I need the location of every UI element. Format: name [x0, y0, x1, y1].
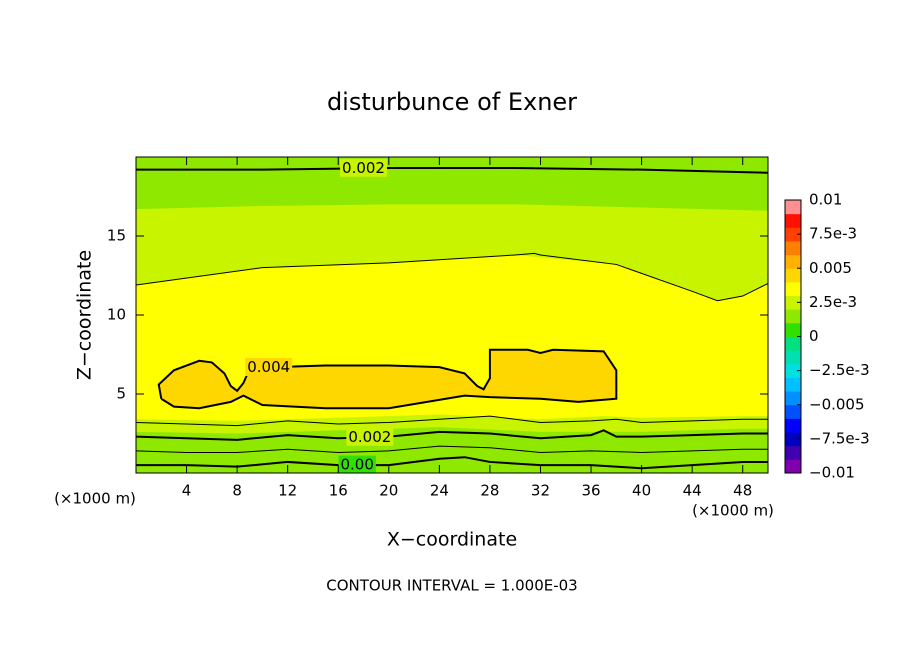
contour-line	[157, 348, 618, 410]
contour-label: 0.002	[348, 428, 391, 446]
x-tick-label: 12	[278, 482, 297, 500]
colorbar-swatch	[785, 432, 801, 447]
colorbar-swatch	[785, 268, 801, 283]
colorbar-swatch	[785, 281, 801, 297]
colorbar-tick-label: −0.005	[809, 395, 865, 413]
x-axis-label: X−coordinate	[387, 529, 517, 551]
colorbar-swatch	[785, 391, 801, 406]
colorbar-swatch	[785, 445, 801, 460]
y-tick-label: 10	[107, 306, 126, 324]
colorbar-swatch	[785, 418, 801, 433]
colorbar-tick-label: 0	[809, 327, 819, 345]
colorbar-tick-label: −2.5e-3	[809, 361, 870, 379]
contour-line	[136, 167, 768, 174]
colorbar-swatch	[785, 213, 801, 228]
y-unit-label: (×1000 m)	[54, 490, 136, 508]
x-tick-label: 28	[480, 482, 499, 500]
x-tick-label: 44	[683, 482, 702, 500]
x-tick-label: 16	[329, 482, 348, 500]
contour-label-bg	[340, 158, 387, 177]
colorbar-swatch	[785, 363, 801, 378]
colorbar-swatch	[785, 322, 801, 337]
colorbar-tick-label: 7.5e-3	[809, 225, 857, 243]
x-tick-label: 8	[232, 482, 242, 500]
colorbar-swatch	[785, 295, 801, 310]
colorbar-swatch	[785, 459, 801, 474]
y-tick-label: 15	[107, 227, 126, 245]
colorbar-swatch	[785, 240, 801, 256]
contour-line	[136, 456, 768, 470]
annotation: CONTOUR INTERVAL = 1.000E-03	[326, 577, 577, 595]
colorbar-swatch	[785, 404, 801, 419]
contour-line	[136, 429, 768, 441]
contour-label-bg	[338, 455, 376, 473]
x-tick-label: 4	[182, 482, 192, 500]
x-unit-label: (×1000 m)	[692, 502, 774, 520]
colorbar-tick-label: −0.01	[809, 464, 855, 482]
x-tick-label: 48	[733, 482, 752, 500]
contour-label: 0.002	[342, 159, 385, 177]
colorbar-tick-label: 2.5e-3	[809, 293, 857, 311]
contour-label: 0.00	[340, 456, 373, 474]
colorbar-swatch	[785, 309, 801, 324]
contour-line	[136, 415, 768, 427]
colorbar-swatch	[785, 336, 801, 351]
x-tick-label: 24	[430, 482, 449, 500]
colorbar-swatch	[785, 200, 801, 215]
filled-contour	[158, 349, 617, 409]
y-tick-label: 5	[116, 385, 126, 403]
x-tick-label: 32	[531, 482, 550, 500]
contour-label: 0.004	[247, 358, 290, 376]
colorbar-swatch	[785, 350, 801, 365]
y-axis-label: Z−coordinate	[74, 250, 96, 380]
plot-area: 0.002 0.004 0.002 0.00	[136, 157, 768, 474]
contour-line	[136, 445, 768, 453]
contour-label-bg	[346, 427, 394, 446]
colorbar-tick-label: 0.01	[809, 191, 842, 209]
x-tick-label: 20	[379, 482, 398, 500]
contour-line	[136, 252, 768, 302]
colorbar-swatch	[785, 227, 801, 242]
contour-label-bg	[245, 358, 293, 377]
colorbar-tick-label: −7.5e-3	[809, 429, 870, 447]
chart-title: disturbunce of Exner	[327, 88, 577, 116]
colorbar-swatch	[785, 254, 801, 269]
x-tick-label: 36	[581, 482, 600, 500]
x-tick-label: 40	[632, 482, 651, 500]
colorbar-swatch	[785, 377, 801, 392]
colorbar-tick-label: 0.005	[809, 259, 852, 277]
